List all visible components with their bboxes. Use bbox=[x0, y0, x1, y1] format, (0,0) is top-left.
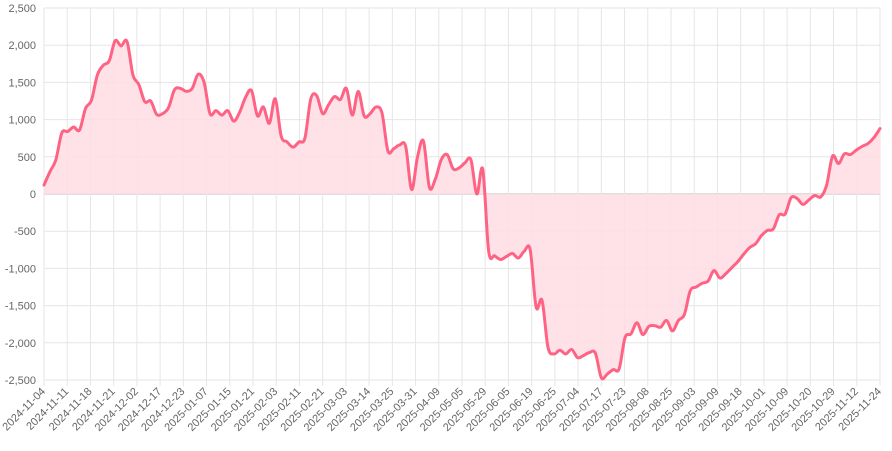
y-tick-label: -1,500 bbox=[5, 301, 36, 313]
y-tick-label: -1,000 bbox=[5, 263, 36, 275]
y-tick-label: -2,500 bbox=[5, 375, 36, 387]
x-axis: 2024-11-042024-11-112024-11-182024-11-21… bbox=[0, 386, 884, 434]
y-tick-label: -500 bbox=[14, 226, 36, 238]
y-tick-label: 2,000 bbox=[8, 40, 36, 52]
y-axis: 2,500 2,000 1,500 1,000 500 0 -500 -1,000 -1,500… bbox=[5, 3, 36, 387]
y-tick-label: 1,500 bbox=[8, 77, 36, 89]
y-tick-label: 500 bbox=[18, 152, 36, 164]
y-tick-label: 1,000 bbox=[8, 115, 36, 127]
y-tick-label: -2,000 bbox=[5, 338, 36, 350]
y-tick-label: 0 bbox=[30, 189, 36, 201]
y-tick-label: 2,500 bbox=[8, 3, 36, 15]
